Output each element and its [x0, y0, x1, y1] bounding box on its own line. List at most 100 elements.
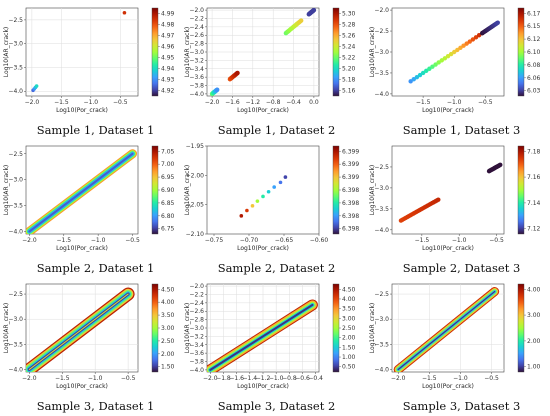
colorbar-tick-label: 7.14: [527, 200, 541, 207]
y-axis-label: Log10(AR_crack): [184, 303, 191, 354]
y-tick-label: −2.5: [8, 291, 23, 298]
x-axis-label: Log10(Por_crack): [237, 107, 289, 114]
colorbar-tick-label: 6.17: [527, 10, 541, 17]
y-tick-label: −4.0: [8, 366, 23, 373]
colorbar-tick-label: 5.20: [342, 66, 356, 73]
plot-area: [25, 7, 139, 97]
data-point: [408, 79, 413, 84]
colorbar-tick-label: 1.00: [342, 354, 356, 361]
colorbar-tick-label: 2.50: [342, 325, 356, 332]
data-point: [255, 199, 260, 203]
colorbar-tick-label: 6.399: [342, 148, 359, 155]
y-tick-label: −3.8: [189, 359, 204, 366]
colorbar-tick-label: 1.50: [161, 364, 175, 371]
x-tick-label: −0.70: [240, 237, 259, 244]
x-tick-label: −0.4: [286, 99, 301, 106]
x-tick-label: −0.6: [295, 375, 310, 382]
colorbar-tick-label: 1.50: [342, 344, 356, 351]
data-point: [448, 51, 454, 57]
data-point: [445, 53, 451, 59]
colorbar-tick-label: 6.399: [342, 174, 359, 181]
x-axis-label: Log10(Por_crack): [237, 383, 289, 390]
y-tick-label: −2.0: [189, 283, 204, 290]
colorbar-tick-label: 5.16: [342, 88, 356, 95]
colorbar-tick-label: 5.18: [342, 77, 356, 84]
colorbar-tick-label: 6.15: [527, 23, 541, 30]
x-tick-label: −2.0: [205, 99, 220, 106]
data-point: [245, 208, 249, 213]
chart-panel-s3d3: −2.0 −1.5 −1.0 −0.5 −4.0 −3.5 −3.0 −2.5 Log10(Po…: [369, 278, 550, 416]
data-point: [214, 87, 220, 92]
colorbar-tick-label: 5.28: [342, 21, 356, 28]
colorbar-tick-label: 4.92: [161, 88, 175, 95]
chart-svg-s3d1: −2.0 −1.5 −1.0 −0.5 −4.0 −3.5 −3.0 −2.5 Log10(Po…: [3, 283, 175, 390]
x-axis-label: Log10(Por_crack): [422, 107, 474, 114]
colorbar-tick-label: 2.50: [161, 338, 175, 345]
chart-svg-s1d2: −2.0 −1.6 −1.2 −0.8 −0.4 0.0 −4.0−3.8 −3.6−3.4 −…: [184, 7, 356, 114]
colorbar: [517, 283, 525, 373]
colorbar-tick-label: 6.399: [342, 161, 359, 168]
colorbar-tick-label: 5.24: [342, 43, 356, 50]
y-tick-label: −3.5: [374, 341, 389, 348]
data-point: [424, 68, 429, 74]
x-tick-label: −1.5: [57, 237, 72, 244]
colorbar-tick-label: 0.50: [342, 364, 356, 371]
colorbar-tick-label: 2.00: [342, 335, 356, 342]
x-tick-label: −1.5: [415, 237, 430, 244]
colorbar-tick-label: 7.16: [527, 174, 541, 181]
colorbar-tick-label: 3.00: [161, 325, 175, 332]
colorbar-tick-label: 3.00: [527, 312, 541, 319]
y-tick-label: −2.5: [374, 291, 389, 298]
x-tick-label: −0.65: [275, 237, 294, 244]
colorbar-tick-label: 4.50: [342, 286, 356, 293]
colorbar: [151, 145, 159, 235]
y-tick-label: −4.0: [8, 88, 23, 95]
y-tick-label: −2.5: [8, 17, 23, 24]
y-tick-label: −2.6: [189, 32, 204, 39]
x-tick-label: −0.75: [205, 237, 224, 244]
colorbar-tick-label: 4.50: [161, 286, 175, 293]
colorbar-tick-label: 4.94: [161, 66, 175, 73]
colorbar-tick-label: 6.398: [342, 187, 359, 194]
x-tick-label: −1.5: [422, 375, 437, 382]
y-axis-label: Log10(AR_crack): [3, 303, 10, 354]
data-band: [397, 290, 496, 371]
x-tick-label: −1.8: [216, 375, 231, 382]
y-tick-label: −3.0: [374, 316, 389, 323]
x-tick-label: −1.5: [55, 375, 70, 382]
x-tick-label: −1.0: [84, 99, 99, 106]
x-tick-label: −1.0: [91, 237, 106, 244]
x-tick-label: −0.5: [478, 99, 493, 106]
y-tick-label: −3.6: [189, 350, 204, 357]
chart-panel-s3d1: −2.0 −1.5 −1.0 −0.5 −4.0 −3.5 −3.0 −2.5 Log10(Po…: [3, 278, 187, 416]
chart-panel-s3d2: −2.0 −1.8 −1.6 −1.4 −1.2 −1.0 −0.8 −0.6 −0.4 −4.0…: [184, 278, 368, 416]
panel-caption: Sample 1, Dataset 3: [402, 123, 521, 137]
data-point: [464, 41, 469, 46]
data-point: [473, 35, 479, 40]
y-axis-label: Log10(AR_crack): [184, 165, 191, 216]
data-point: [495, 20, 500, 25]
x-tick-label: −1.0: [453, 375, 468, 382]
y-tick-label: −3.6: [189, 74, 204, 81]
x-tick-label: −0.5: [125, 237, 140, 244]
y-axis-label: Log10(AR_crack): [3, 165, 10, 216]
panel-caption: Sample 3, Dataset 1: [36, 399, 155, 413]
data-point: [442, 56, 448, 61]
chart-svg-s1d3: −1.5 −1.0 −0.5 −4.0 −3.5 −3.0 −2.5 −2.0 Log10(Po…: [369, 7, 541, 114]
data-point: [420, 70, 426, 76]
data-point: [250, 204, 255, 208]
colorbar-tick-label: 6.90: [161, 187, 175, 194]
y-tick-label: −3.5: [8, 203, 23, 210]
y-tick-label: −2.4: [189, 24, 204, 31]
data-point: [470, 37, 476, 42]
x-tick-label: −0.8: [266, 99, 281, 106]
panel-caption: Sample 1, Dataset 2: [217, 123, 336, 137]
colorbar-tick-label: 6.75: [161, 226, 175, 233]
colorbar-tick-label: 2.00: [161, 351, 175, 358]
data-point: [476, 33, 482, 38]
data-point: [455, 47, 460, 53]
colorbar-tick-label: 7.12: [527, 226, 541, 233]
chart-panel-s1d2: −2.0 −1.6 −1.2 −0.8 −0.4 0.0 −4.0 −3.8 −3.6 −3.4 −…: [184, 2, 368, 140]
colorbar-tick-label: 4.98: [161, 21, 175, 28]
chart-svg-s2d2: −0.75 −0.70 −0.65 −0.60 −2.10 −2.05 −2.00 −1.95…: [184, 143, 359, 252]
